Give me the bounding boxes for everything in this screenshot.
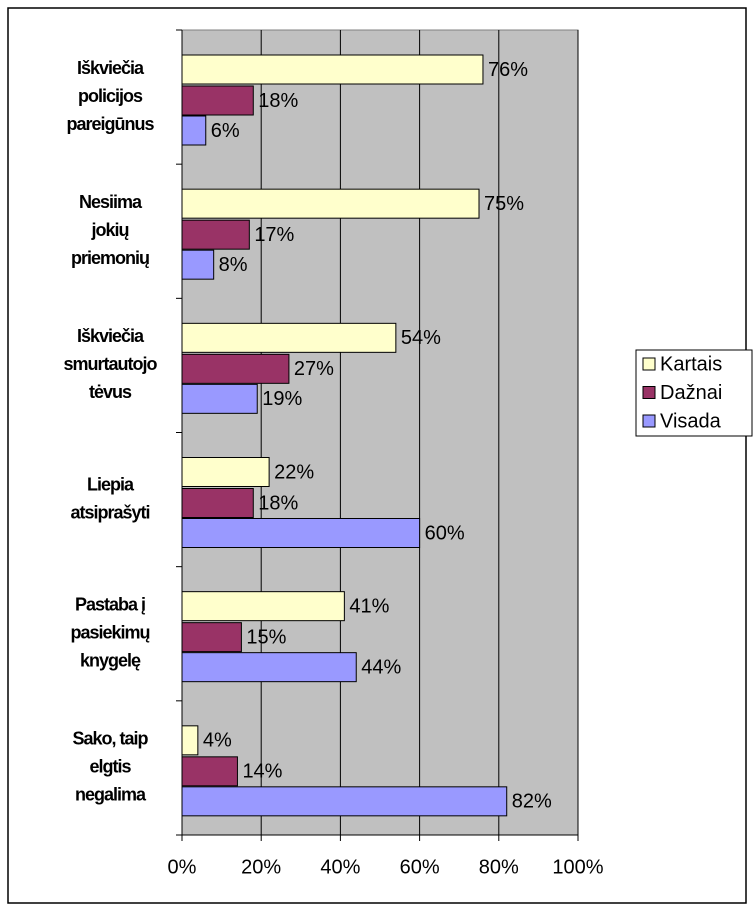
data-label: 14%: [242, 761, 282, 783]
legend-swatch: [642, 414, 656, 428]
data-label: 76%: [488, 59, 528, 81]
bar: [181, 249, 215, 280]
legend-label: Dažnai: [660, 382, 722, 404]
category-label: pasiekimų: [70, 623, 149, 643]
x-tick-label: 80%: [479, 856, 519, 878]
x-tick-label: 60%: [400, 856, 440, 878]
bar: [181, 652, 357, 683]
category-label: priemonių: [71, 248, 149, 268]
bar: [181, 756, 238, 787]
category-label: smurtautojo: [63, 354, 157, 374]
bar: [181, 457, 270, 487]
bar: [181, 488, 254, 518]
category-label: knygelę: [80, 651, 141, 671]
data-label: 44%: [361, 656, 401, 678]
data-label: 75%: [484, 193, 524, 215]
bar: [181, 383, 258, 414]
plot-area: [181, 29, 579, 836]
bar: [181, 353, 290, 384]
x-tick-label: 0%: [168, 856, 197, 878]
category-label: negalima: [75, 785, 147, 805]
bar: [181, 322, 397, 353]
data-label: 41%: [349, 595, 389, 617]
category-label: Iškviečia: [77, 58, 145, 78]
bar: [181, 725, 199, 756]
category-label: tėvus: [89, 382, 132, 402]
data-label: 60%: [425, 522, 465, 544]
category-label: Pastaba į: [75, 595, 146, 615]
data-label: 17%: [254, 224, 294, 246]
legend: Kartais Dažnai Visada: [635, 349, 753, 437]
data-label: 27%: [294, 358, 334, 380]
data-label: 6%: [211, 120, 240, 142]
data-label: 54%: [401, 327, 441, 349]
bar: [181, 54, 484, 85]
category-label: atsiprašyti: [70, 502, 149, 522]
category-label: pareigūnus: [66, 114, 154, 134]
data-label: 22%: [274, 461, 314, 483]
bar: [181, 591, 345, 622]
legend-label: Kartais: [660, 353, 722, 375]
data-label: 8%: [219, 254, 248, 276]
category-label: policijos: [78, 86, 143, 106]
legend-swatch: [642, 357, 656, 371]
category-label: Liepia: [87, 474, 135, 494]
bar: [181, 115, 207, 146]
bar: [181, 786, 508, 817]
bar: [181, 219, 250, 250]
legend-label: Visada: [660, 410, 722, 432]
data-label: 18%: [258, 492, 298, 514]
x-tick-label: 40%: [320, 856, 360, 878]
category-label: Iškviečia: [77, 326, 145, 346]
data-label: 15%: [246, 626, 286, 648]
data-label: 19%: [262, 388, 302, 410]
bar: [181, 622, 242, 653]
category-label: elgtis: [89, 757, 131, 777]
legend-swatch: [642, 386, 656, 399]
data-label: 82%: [512, 791, 552, 813]
x-tick-label: 20%: [241, 856, 281, 878]
bar: [181, 85, 254, 116]
data-label: 4%: [203, 730, 232, 752]
data-label: 18%: [258, 90, 298, 112]
bar: [181, 518, 421, 548]
bar: [181, 188, 480, 219]
x-tick-label: 100%: [552, 856, 603, 878]
category-label: Nesiima: [79, 192, 143, 212]
category-label: jokių: [90, 220, 128, 240]
category-label: Sako, taip: [72, 729, 148, 749]
